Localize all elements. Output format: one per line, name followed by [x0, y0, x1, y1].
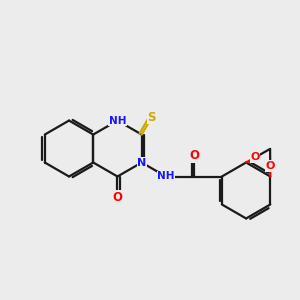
Text: O: O [189, 149, 199, 162]
Text: O: O [112, 191, 122, 204]
Text: O: O [266, 161, 275, 171]
Text: N: N [137, 158, 146, 167]
Text: O: O [250, 152, 260, 162]
Text: NH: NH [157, 172, 175, 182]
Text: NH: NH [109, 116, 126, 126]
Text: S: S [148, 111, 156, 124]
